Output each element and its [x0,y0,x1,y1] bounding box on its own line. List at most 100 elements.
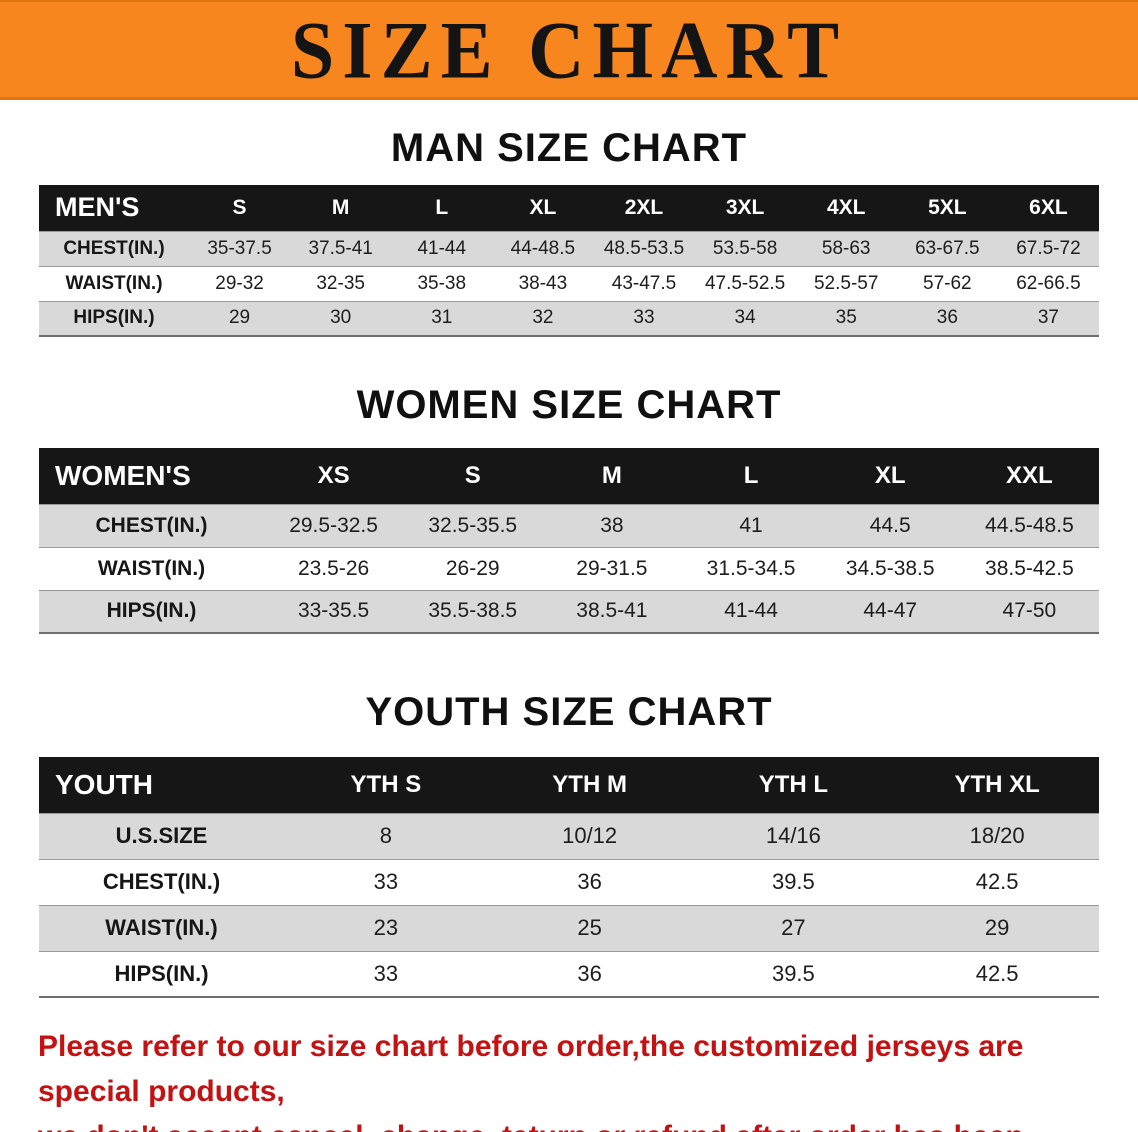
table-row: HIPS(IN.) 29 30 31 32 33 34 35 36 37 [39,301,1099,336]
size-value-cell: 44-47 [863,599,918,623]
row-label: WAIST(IN.) [105,915,218,940]
youth-section-heading: YOUTH SIZE CHART [365,690,773,734]
row-label: HIPS(IN.) [106,599,197,623]
size-value-cell: 33 [373,869,399,894]
column-header: XS [264,448,404,504]
size-value-cell: 41-44 [724,599,778,623]
table-row: HIPS(IN.) 33-35.5 35.5-38.5 38.5-41 41-44 44-… [39,590,1099,633]
column-header: 2XL [593,185,695,231]
size-value-cell: 29.5-32.5 [289,513,378,537]
size-value-cell: 38-43 [518,272,568,294]
table-row: WAIST(IN.) 23.5-26 26-29 29-31.5 31.5-34.5 34… [39,547,1099,590]
column-header: L [391,185,493,231]
column-header: 5XL [896,185,998,231]
size-value-cell: 48.5-53.5 [603,237,685,259]
row-label: CHEST(IN.) [95,513,208,537]
notice-line-2: we don't accept cancel, change, teturn o… [38,1114,1100,1132]
column-header: S [189,185,291,231]
notice-line-1: Please refer to our size chart before or… [38,1030,1024,1108]
table-corner-label: YOUTH [39,757,284,813]
size-value-cell: 35-38 [417,272,467,294]
size-value-cell: 14/16 [765,823,821,848]
size-value-cell: 38.5-41 [576,599,648,623]
column-header: 4XL [795,185,897,231]
size-value-cell: 34.5-38.5 [845,556,935,580]
column-header: S [403,448,543,504]
row-label: U.S.SIZE [115,823,208,848]
row-label: HIPS(IN.) [114,960,209,986]
column-header: YTH M [487,757,692,813]
size-value-cell: 57-62 [923,272,972,294]
column-header: M [290,185,392,231]
column-header: M [542,448,682,504]
size-value-cell: 10/12 [562,823,618,848]
size-value-cell: 27 [781,915,806,940]
table-row: U.S.SIZE 8 10/12 14/16 18/20 [39,813,1099,859]
column-header: XL [820,448,960,504]
size-value-cell: 47-50 [1002,599,1057,623]
size-value-cell: 44-48.5 [510,237,576,259]
women-size-section: WOMEN SIZE CHART WOMEN'S XS S M L XL XXL CHEST(… [0,383,1138,634]
footer-notice: Please refer to our size chart before or… [0,1024,1138,1132]
size-value-cell: 41 [739,513,763,537]
row-label: WAIST(IN.) [65,272,163,294]
column-header: L [681,448,821,504]
column-header: XXL [959,448,1099,504]
size-value-cell: 44.5 [869,513,911,537]
size-value-cell: 63-67.5 [915,237,980,259]
size-value-cell: 30 [330,307,352,329]
size-value-cell: 8 [379,823,392,848]
size-value-cell: 32 [532,307,554,329]
size-value-cell: 33-35.5 [297,599,370,623]
size-value-cell: 23 [373,915,399,940]
size-value-cell: 23.5-26 [297,556,370,580]
size-value-cell: 42.5 [975,869,1019,894]
column-header: XL [492,185,594,231]
size-value-cell: 37.5-41 [308,237,373,259]
size-value-cell: 33 [633,307,655,329]
size-value-cell: 29 [228,307,251,329]
size-value-cell: 41-44 [417,237,467,259]
banner-title: SIZE CHART [290,3,848,95]
size-value-cell: 35-37.5 [207,237,272,259]
table-header-row: YOUTH YTH S YTH M YTH L YTH XL [39,757,1099,813]
banner: SIZE CHART [0,0,1138,100]
size-value-cell: 52.5-57 [813,272,879,294]
size-value-cell: 35 [835,307,857,329]
column-header: 6XL [997,185,1099,231]
size-value-cell: 35.5-38.5 [428,599,518,623]
size-value-cell: 25 [577,915,602,940]
row-label: CHEST(IN.) [63,237,165,259]
column-header: YTH S [284,757,488,813]
size-value-cell: 34 [734,307,756,329]
youth-size-section: YOUTH SIZE CHART YOUTH YTH S YTH M YTH L YTH… [0,690,1138,998]
table-corner-label: WOMEN'S [39,448,264,504]
men-section-heading: MAN SIZE CHART [390,126,748,170]
size-value-cell: 36 [577,869,602,894]
men-size-section: MAN SIZE CHART MEN'S S M L XL 2XL 3XL 4XL 5XL 6XL… [0,126,1138,337]
table-corner-label: MEN'S [39,185,189,231]
size-value-cell: 42.5 [975,960,1019,986]
size-value-cell: 33 [373,960,399,986]
size-value-cell: 29-31.5 [576,556,648,580]
table-row: CHEST(IN.) 33 36 39.5 42.5 [39,859,1099,905]
size-value-cell: 32-35 [316,272,365,294]
column-header: YTH XL [895,757,1099,813]
table-row: WAIST(IN.) 29-32 32-35 35-38 38-43 43-47.5 47.… [39,266,1099,301]
size-value-cell: 29-32 [215,272,264,294]
size-value-cell: 58-63 [821,237,871,259]
size-value-cell: 67.5-72 [1016,237,1081,259]
size-value-cell: 37 [1037,307,1059,329]
size-value-cell: 39.5 [771,960,815,986]
table-row: CHEST(IN.) 35-37.5 37.5-41 41-44 44-48.5 48.5… [39,231,1099,266]
row-label: WAIST(IN.) [97,556,206,580]
size-value-cell: 31 [431,307,453,329]
table-row: CHEST(IN.) 29.5-32.5 32.5-35.5 38 41 44.5 44.5… [39,504,1099,547]
size-value-cell: 44.5-48.5 [985,513,1074,537]
size-value-cell: 47.5-52.5 [704,272,786,294]
size-value-cell: 36 [577,960,602,986]
column-header: 3XL [694,185,796,231]
row-label: CHEST(IN.) [102,869,221,894]
column-header: YTH L [691,757,896,813]
